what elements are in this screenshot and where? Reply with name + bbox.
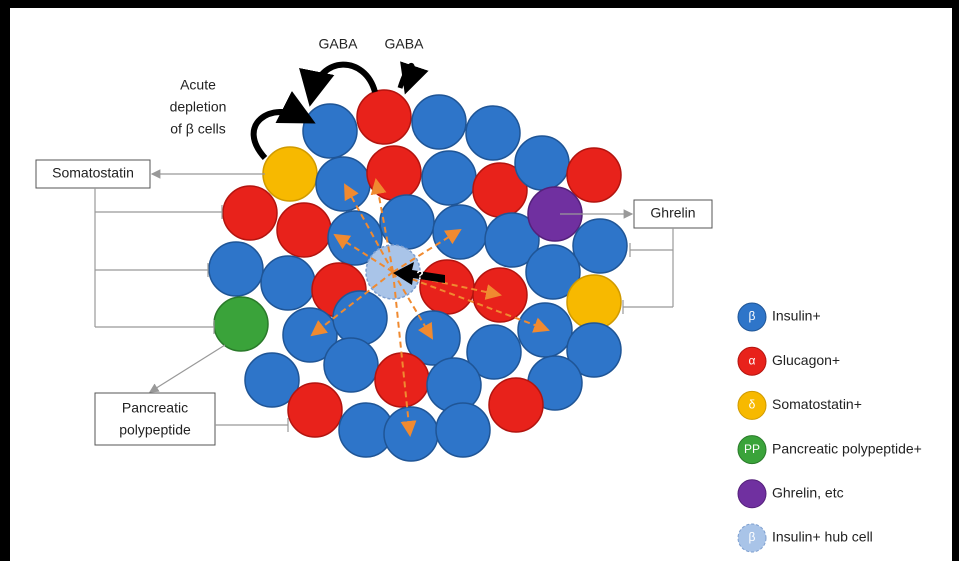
cell xyxy=(276,202,332,258)
black-arrow xyxy=(393,262,445,285)
box-label: Somatostatin xyxy=(52,165,134,181)
legend-swatch xyxy=(737,390,767,420)
cell xyxy=(208,241,264,297)
cell xyxy=(572,218,628,274)
cell xyxy=(465,105,521,161)
legend-symbol: β xyxy=(749,309,756,323)
legend-label: Somatostatin+ xyxy=(772,396,862,412)
cell xyxy=(244,352,300,408)
cell xyxy=(213,296,269,352)
acute-text: Acute xyxy=(180,77,216,93)
cell xyxy=(525,244,581,300)
gaba-label: GABA xyxy=(385,36,425,52)
cell xyxy=(411,94,467,150)
cell xyxy=(566,274,622,330)
cell xyxy=(488,377,544,433)
cell xyxy=(323,337,379,393)
legend-swatch xyxy=(737,435,767,465)
gaba-arrow xyxy=(299,61,378,107)
box-label: Pancreatic xyxy=(122,400,188,416)
cell xyxy=(260,255,316,311)
cell xyxy=(327,210,383,266)
hub-question: ? xyxy=(416,268,423,282)
cell xyxy=(514,135,570,191)
cell xyxy=(315,156,371,212)
gaba-arrow xyxy=(397,61,429,95)
gaba-label: GABA xyxy=(319,36,359,52)
box-label: Ghrelin xyxy=(650,205,695,221)
cell xyxy=(222,185,278,241)
inhibit-lines xyxy=(215,418,289,432)
cell xyxy=(432,204,488,260)
inhibit-lines xyxy=(622,228,674,314)
cell xyxy=(374,352,430,408)
cell xyxy=(356,89,412,145)
legend-symbol: β xyxy=(749,530,756,544)
islet xyxy=(208,89,628,462)
dashed-arrow xyxy=(392,271,502,300)
legend-swatch xyxy=(737,523,767,553)
cell xyxy=(466,324,522,380)
cell xyxy=(435,402,491,458)
hub-arrows xyxy=(310,178,550,437)
cell xyxy=(366,145,422,201)
depletion-arrow xyxy=(250,91,316,161)
dashed-arrow xyxy=(310,271,394,337)
cell xyxy=(421,150,477,206)
dashed-arrow xyxy=(333,233,394,273)
dashed-arrow xyxy=(392,271,417,437)
cell xyxy=(302,103,358,159)
cell xyxy=(383,406,439,462)
cell xyxy=(517,302,573,358)
acute-text: of β cells xyxy=(170,121,226,137)
connector xyxy=(148,344,226,393)
cell xyxy=(566,322,622,378)
legend-swatch xyxy=(737,346,767,376)
somatostatin-box xyxy=(35,159,151,189)
dashed-arrow xyxy=(392,271,550,333)
legend-symbol: δ xyxy=(749,398,756,412)
legend-swatch xyxy=(737,479,767,509)
cell xyxy=(332,290,388,346)
cell xyxy=(287,382,343,438)
dashed-arrow xyxy=(344,183,394,273)
acute-text: depletion xyxy=(170,99,227,115)
legend-symbol: α xyxy=(749,353,756,367)
legend: β Insulin+ α Glucagon+ δ Somatostatin+ PP Pancr… xyxy=(737,302,922,553)
box-label: polypeptide xyxy=(119,422,191,438)
dashed-arrow xyxy=(392,228,462,273)
legend-symbol: PP xyxy=(744,442,760,456)
legend-label: Insulin+ xyxy=(772,308,821,324)
inhibit-lines xyxy=(94,188,223,334)
legend-label: Glucagon+ xyxy=(772,352,840,368)
cell xyxy=(484,212,540,268)
pp-box xyxy=(94,392,216,446)
dashed-arrow xyxy=(392,271,434,340)
legend-swatch xyxy=(737,302,767,332)
legend-label: Insulin+ hub cell xyxy=(772,529,873,545)
cell xyxy=(262,146,318,202)
legend-label: Pancreatic polypeptide+ xyxy=(772,440,922,456)
legend-label: Ghrelin, etc xyxy=(772,485,844,501)
dashed-arrow xyxy=(370,178,394,273)
cell xyxy=(566,147,622,203)
